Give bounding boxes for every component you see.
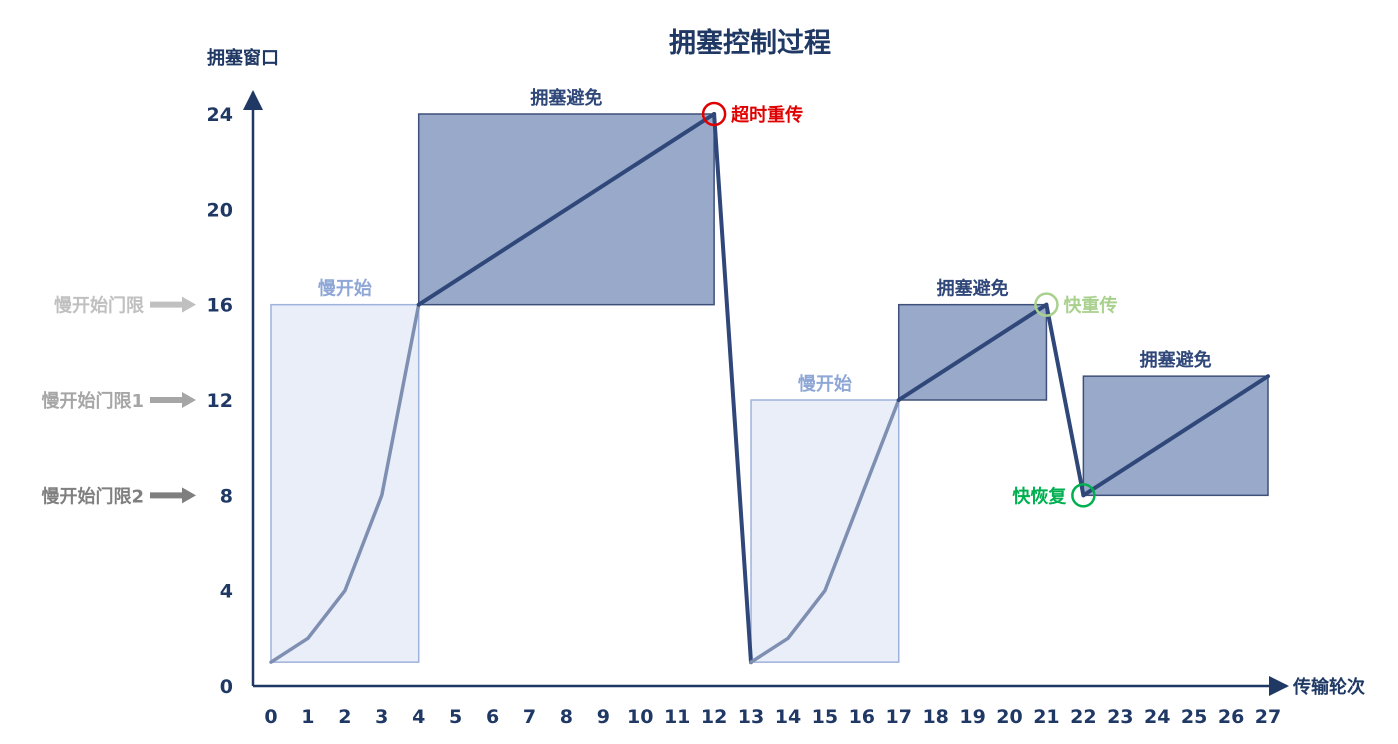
segment-slow-start-0 — [269, 302, 421, 664]
annotation-label-0: 超时重传 — [731, 104, 803, 126]
x-tick-16: 16 — [849, 706, 875, 728]
segment-slow-start-3 — [749, 398, 901, 664]
x-tick-24: 24 — [1144, 706, 1170, 728]
threshold-label-2: 慢开始门限2 — [41, 485, 144, 507]
x-tick-10: 10 — [627, 706, 653, 728]
threshold-arrow-2 — [150, 487, 196, 504]
chart-title: 拥塞控制过程 — [669, 27, 831, 59]
phase-regions — [270, 113, 1269, 663]
region-label-4: 拥塞避免 — [1140, 349, 1212, 371]
region-slow-start-0 — [270, 303, 420, 663]
x-tick-7: 7 — [523, 706, 536, 728]
threshold-arrow-1 — [150, 392, 196, 408]
threshold-label-0: 慢开始门限 — [54, 295, 145, 317]
y-tick-4: 4 — [220, 581, 233, 603]
annotation-marker-2 — [1071, 483, 1096, 508]
x-tick-20: 20 — [996, 706, 1022, 728]
y-tick-24: 24 — [207, 104, 233, 126]
x-tick-5: 5 — [449, 706, 462, 728]
x-tick-15: 15 — [812, 706, 838, 728]
x-tick-13: 13 — [738, 706, 764, 728]
x-tick-1: 1 — [301, 706, 314, 728]
x-tick-8: 8 — [560, 706, 573, 728]
y-tick-labels: 0 4 8 12 16 20 24 — [207, 104, 233, 698]
x-tick-14: 14 — [775, 706, 801, 728]
x-tick-0: 0 — [264, 706, 277, 728]
region-label-1: 拥塞避免 — [530, 87, 602, 109]
threshold-label-1: 慢开始门限1 — [41, 390, 144, 412]
x-tick-labels: 0 1 2 3 4 5 6 7 8 9 10 11 12 13 14 15 16 17 18 19 20 21 22 23 24… — [264, 706, 1281, 728]
x-tick-12: 12 — [701, 706, 727, 728]
y-axis-label: 拥塞窗口 — [207, 47, 279, 69]
y-tick-0: 0 — [220, 676, 233, 698]
segment-congestion-avoidance-4 — [896, 302, 1049, 402]
x-tick-18: 18 — [922, 706, 948, 728]
region-slow-start-2 — [750, 399, 900, 663]
annotation-marker-1 — [1034, 292, 1059, 317]
x-tick-26: 26 — [1218, 706, 1244, 728]
annotation-label-2: 快恢复 — [1012, 485, 1067, 507]
x-tick-22: 22 — [1070, 706, 1096, 728]
x-tick-25: 25 — [1181, 706, 1207, 728]
x-tick-17: 17 — [886, 706, 912, 728]
segment-drop-5 — [1044, 302, 1086, 498]
x-tick-21: 21 — [1033, 706, 1059, 728]
threshold-arrow-0 — [150, 296, 196, 313]
x-tick-23: 23 — [1107, 706, 1133, 728]
segment-congestion-avoidance-6 — [1081, 374, 1270, 498]
x-tick-9: 9 — [597, 706, 610, 728]
x-tick-19: 19 — [959, 706, 985, 728]
y-tick-8: 8 — [220, 485, 233, 507]
region-label-2: 慢开始 — [798, 373, 852, 395]
cwnd-series — [269, 112, 1270, 665]
segment-congestion-avoidance-1 — [416, 112, 717, 307]
annotation-marker-0 — [701, 101, 727, 127]
y-tick-12: 12 — [207, 390, 233, 412]
x-axis-label: 传输轮次 — [1292, 676, 1365, 698]
x-tick-27: 27 — [1255, 706, 1281, 728]
segment-drop-2 — [712, 112, 753, 665]
region-label-3: 拥塞避免 — [937, 278, 1009, 300]
x-tick-6: 6 — [486, 706, 499, 728]
y-tick-20: 20 — [207, 199, 233, 221]
x-tick-3: 3 — [375, 706, 388, 728]
x-tick-11: 11 — [664, 706, 690, 728]
y-tick-16: 16 — [207, 295, 233, 317]
x-tick-4: 4 — [412, 706, 425, 728]
annotation-label-1: 快重传 — [1063, 295, 1117, 317]
region-label-0: 慢开始 — [318, 278, 372, 300]
x-tick-2: 2 — [338, 706, 351, 728]
